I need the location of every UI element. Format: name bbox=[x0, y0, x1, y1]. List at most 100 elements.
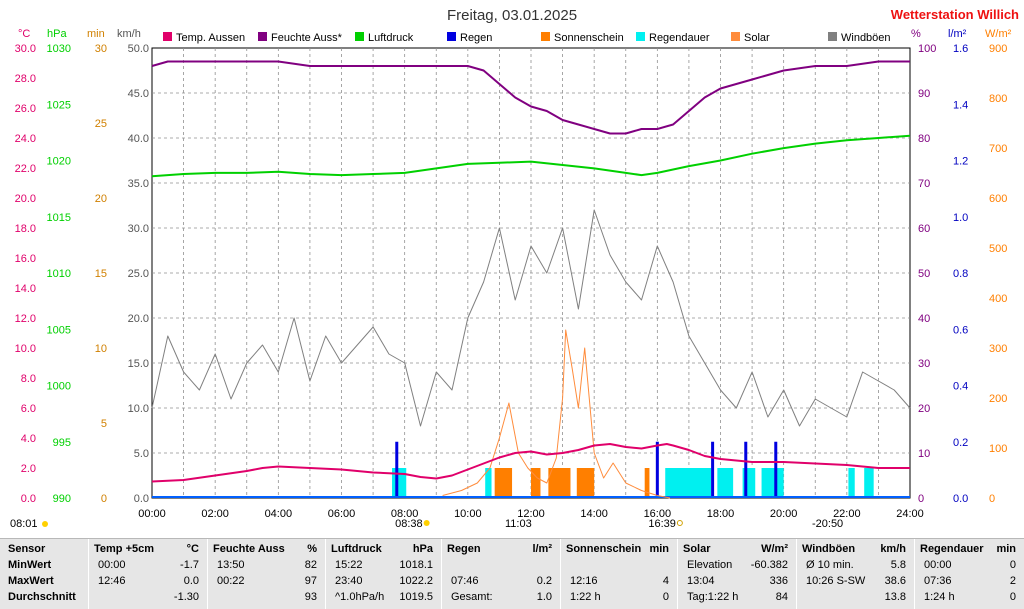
temp-tick: 18.0 bbox=[15, 223, 36, 235]
legend: Temp. Aussen Feuchte Auss* Luftdruck Regen S… bbox=[163, 32, 891, 44]
stat-panel-divider bbox=[914, 539, 915, 609]
stat-row-label: Sensor bbox=[8, 543, 46, 555]
temp-tick: 8.0 bbox=[21, 373, 36, 385]
pressure-tick: 1005 bbox=[47, 324, 71, 336]
legend-label: Sonnenschein bbox=[554, 32, 624, 44]
legend-swatch bbox=[731, 32, 740, 41]
rain-tick: 0.6 bbox=[953, 324, 968, 336]
temp-tick: 6.0 bbox=[21, 403, 36, 415]
humidity-unit: % bbox=[911, 28, 921, 40]
legend-swatch bbox=[636, 32, 645, 41]
time-tick: 20:00 bbox=[770, 508, 798, 520]
stat-value: 0.2 bbox=[536, 575, 552, 587]
time-tick: 00:00 bbox=[138, 508, 166, 520]
time-tick: 02:00 bbox=[201, 508, 229, 520]
stat-time: 07:36 bbox=[924, 575, 952, 587]
stat-time: 00:00 bbox=[924, 559, 952, 571]
wind-tick: 50.0 bbox=[128, 43, 149, 55]
legend-swatch bbox=[355, 32, 364, 41]
stat-time: 10:26 S-SW bbox=[806, 575, 866, 587]
stat-time: 1:24 h bbox=[924, 591, 955, 603]
stat-time: Gesamt: bbox=[451, 591, 493, 603]
humidity-tick: 20 bbox=[918, 403, 930, 415]
wind-tick: 30.0 bbox=[128, 223, 149, 235]
sunrise-marker: 08:38 bbox=[395, 518, 423, 530]
stat-panel-divider bbox=[677, 539, 678, 609]
minutes-tick: 25 bbox=[95, 118, 107, 130]
legend-swatch bbox=[163, 32, 172, 41]
stat-panel-divider bbox=[325, 539, 326, 609]
solar-tick: 500 bbox=[989, 243, 1007, 255]
stat-time: 12:16 bbox=[570, 575, 598, 587]
weather-chart: 0.0 2.0 4.0 6.0 8.0 10.0 12.0 14.0 16.0 18.0 20.0 2… bbox=[10, 7, 1019, 530]
minutes-tick: 5 bbox=[101, 418, 107, 430]
legend-swatch bbox=[541, 32, 550, 41]
temp-tick: 22.0 bbox=[15, 163, 36, 175]
now-marker: 08:01 bbox=[10, 518, 38, 530]
stat-time: ^1.0hPa/h bbox=[335, 591, 385, 603]
stat-panel-title: Solar bbox=[683, 543, 711, 555]
stat-panel-unit: % bbox=[307, 543, 317, 555]
pressure-tick: 995 bbox=[53, 437, 71, 449]
bar-sunshine bbox=[576, 468, 595, 498]
stat-value: 1022.2 bbox=[399, 575, 433, 587]
bar-rain bbox=[711, 441, 715, 498]
time-tick: 12:00 bbox=[517, 508, 545, 520]
temp-tick: 4.0 bbox=[21, 433, 36, 445]
legend-swatch bbox=[258, 32, 267, 41]
stat-value: 5.8 bbox=[890, 559, 906, 571]
stat-time: 12:46 bbox=[98, 575, 126, 587]
wind-tick: 25.0 bbox=[128, 268, 149, 280]
solar-tick: 0 bbox=[989, 493, 995, 505]
stat-value: 84 bbox=[775, 591, 788, 603]
stats-table: Sensor MinWert MaxWert Durchschnitt Temp +5c… bbox=[0, 538, 1024, 609]
bar-sunshine bbox=[548, 468, 571, 498]
pressure-tick: 1030 bbox=[47, 43, 71, 55]
pressure-tick: 1015 bbox=[47, 212, 71, 224]
temp-tick: 28.0 bbox=[15, 73, 36, 85]
stat-value: 93 bbox=[304, 591, 317, 603]
stat-panel-unit: W/m² bbox=[761, 543, 788, 555]
pressure-tick: 1020 bbox=[47, 156, 71, 168]
rain-tick: 1.4 bbox=[953, 99, 968, 111]
bar-rain-duration bbox=[864, 468, 874, 498]
humidity-tick: 80 bbox=[918, 133, 930, 145]
stat-value: 0.0 bbox=[183, 575, 199, 587]
time-tick: 22:00 bbox=[833, 508, 861, 520]
stat-panel-unit: hPa bbox=[412, 543, 433, 555]
bar-rain-duration bbox=[761, 468, 784, 498]
minutes-tick: 10 bbox=[95, 343, 107, 355]
legend-label: Regen bbox=[460, 32, 492, 44]
solar-tick: 700 bbox=[989, 143, 1007, 155]
legend-swatch bbox=[447, 32, 456, 41]
stat-row-label: Durchschnitt bbox=[8, 591, 76, 603]
solar-tick: 600 bbox=[989, 193, 1007, 205]
stat-value: 0 bbox=[1009, 559, 1016, 571]
series-temp bbox=[151, 443, 910, 483]
bar-sunshine bbox=[494, 468, 513, 498]
stat-value: 0 bbox=[1009, 591, 1016, 603]
stat-time: 13:50 bbox=[217, 559, 245, 571]
wind-tick: 10.0 bbox=[128, 403, 149, 415]
pressure-tick: 1025 bbox=[47, 99, 71, 111]
rain-tick: 1.6 bbox=[953, 43, 968, 55]
humidity-tick: 0 bbox=[918, 493, 924, 505]
time-tick: 08:00 bbox=[391, 508, 419, 520]
stat-row-label: MinWert bbox=[8, 559, 52, 571]
rain-tick: 0.2 bbox=[953, 437, 968, 449]
legend-label: Temp. Aussen bbox=[176, 32, 245, 44]
humidity-tick: 100 bbox=[918, 43, 936, 55]
stat-time: Elevation bbox=[687, 559, 733, 571]
wind-tick: 40.0 bbox=[128, 133, 149, 145]
solar-tick: 900 bbox=[989, 43, 1007, 55]
humidity-tick: 10 bbox=[918, 448, 930, 460]
sunrise-marker-dot bbox=[423, 520, 430, 526]
stat-time: 15:22 bbox=[335, 559, 363, 571]
stat-value: -1.7 bbox=[180, 559, 199, 571]
stat-time: Ø 10 min. bbox=[806, 559, 854, 571]
rain-tick: 0.4 bbox=[953, 381, 968, 393]
stat-value: 1018.1 bbox=[399, 559, 433, 571]
moon-marker: -20:50 bbox=[812, 518, 843, 530]
stat-time: 13:04 bbox=[687, 575, 715, 587]
